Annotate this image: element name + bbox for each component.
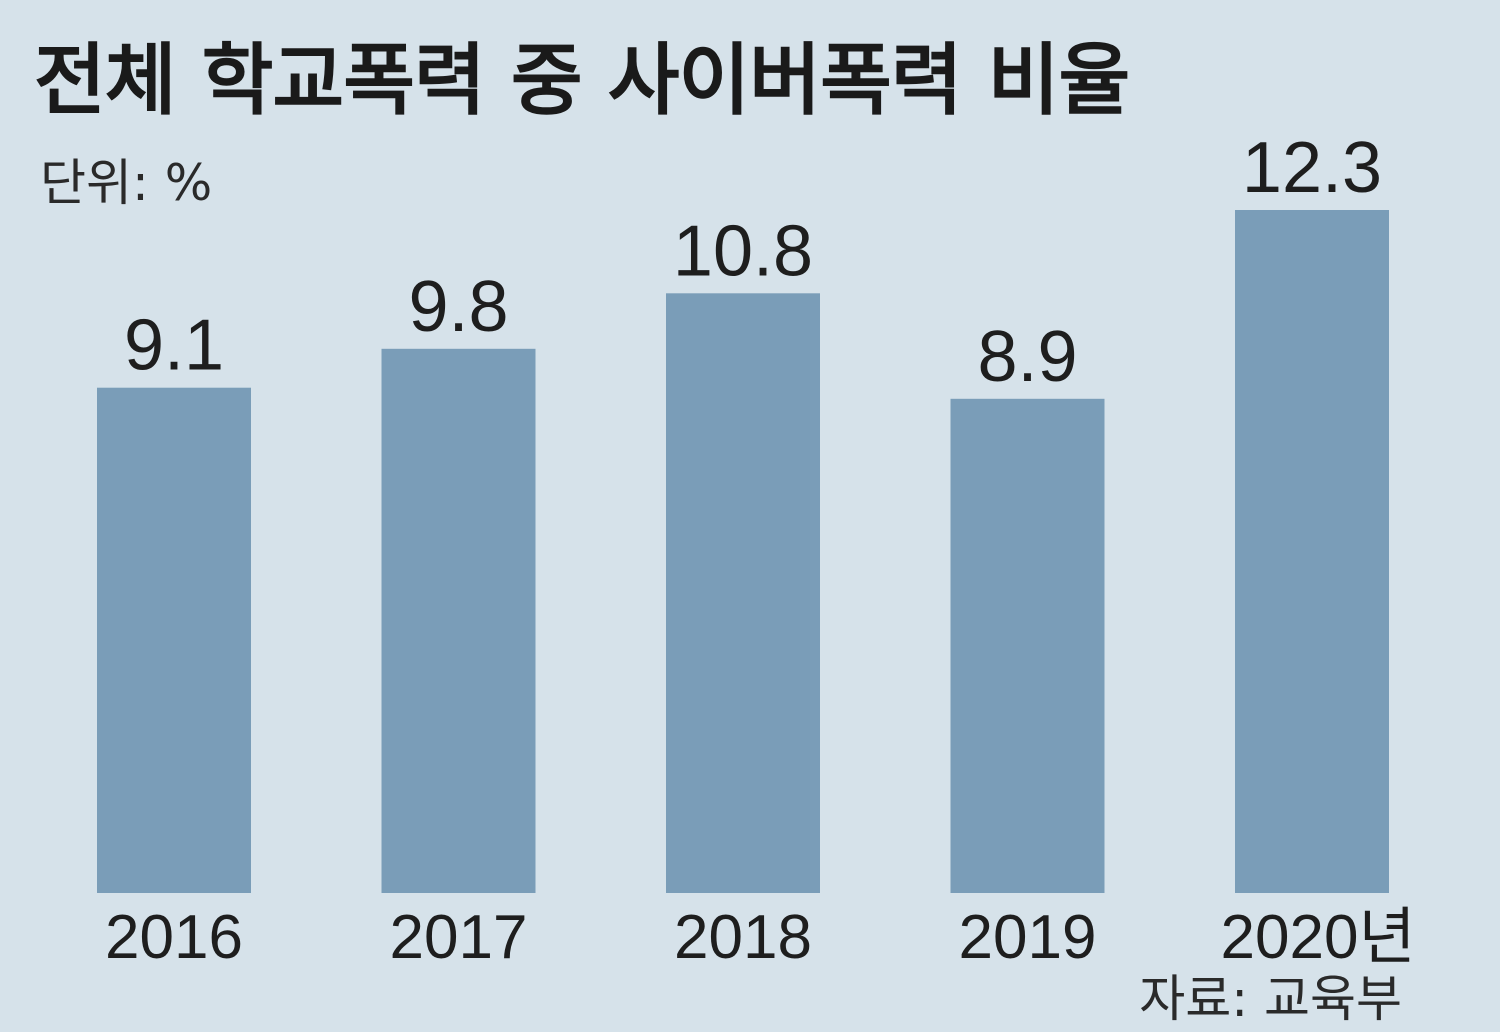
bar-2018 — [666, 293, 820, 893]
category-label-2016: 2016 — [105, 903, 243, 972]
source-label: 자료: 교육부 — [1139, 970, 1402, 1028]
bars-group — [97, 210, 1389, 893]
value-label-2016: 9.1 — [124, 306, 224, 386]
unit-label: 단위: % — [40, 154, 213, 212]
value-label-2018: 10.8 — [673, 211, 813, 291]
value-labels-group: 9.1 9.8 10.8 8.9 12.3 — [124, 128, 1382, 397]
bar-2019 — [950, 398, 1105, 893]
category-label-2017: 2017 — [390, 903, 528, 972]
bar-2020년 — [1235, 210, 1389, 893]
value-label-2019: 8.9 — [977, 317, 1077, 397]
value-label-2017: 9.8 — [408, 267, 508, 347]
chart-title: 전체 학교폭력 중 사이버폭력 비율 — [34, 36, 1130, 126]
value-label-2020년: 12.3 — [1242, 128, 1382, 208]
category-labels-group: 2016 2017 2018 2019 2020년 — [105, 903, 1415, 972]
bar-2016 — [97, 387, 251, 893]
category-label-2018: 2018 — [674, 903, 812, 972]
bar-2017 — [381, 348, 536, 893]
category-label-2020년: 2020년 — [1221, 903, 1416, 972]
category-label-2019: 2019 — [959, 903, 1097, 972]
